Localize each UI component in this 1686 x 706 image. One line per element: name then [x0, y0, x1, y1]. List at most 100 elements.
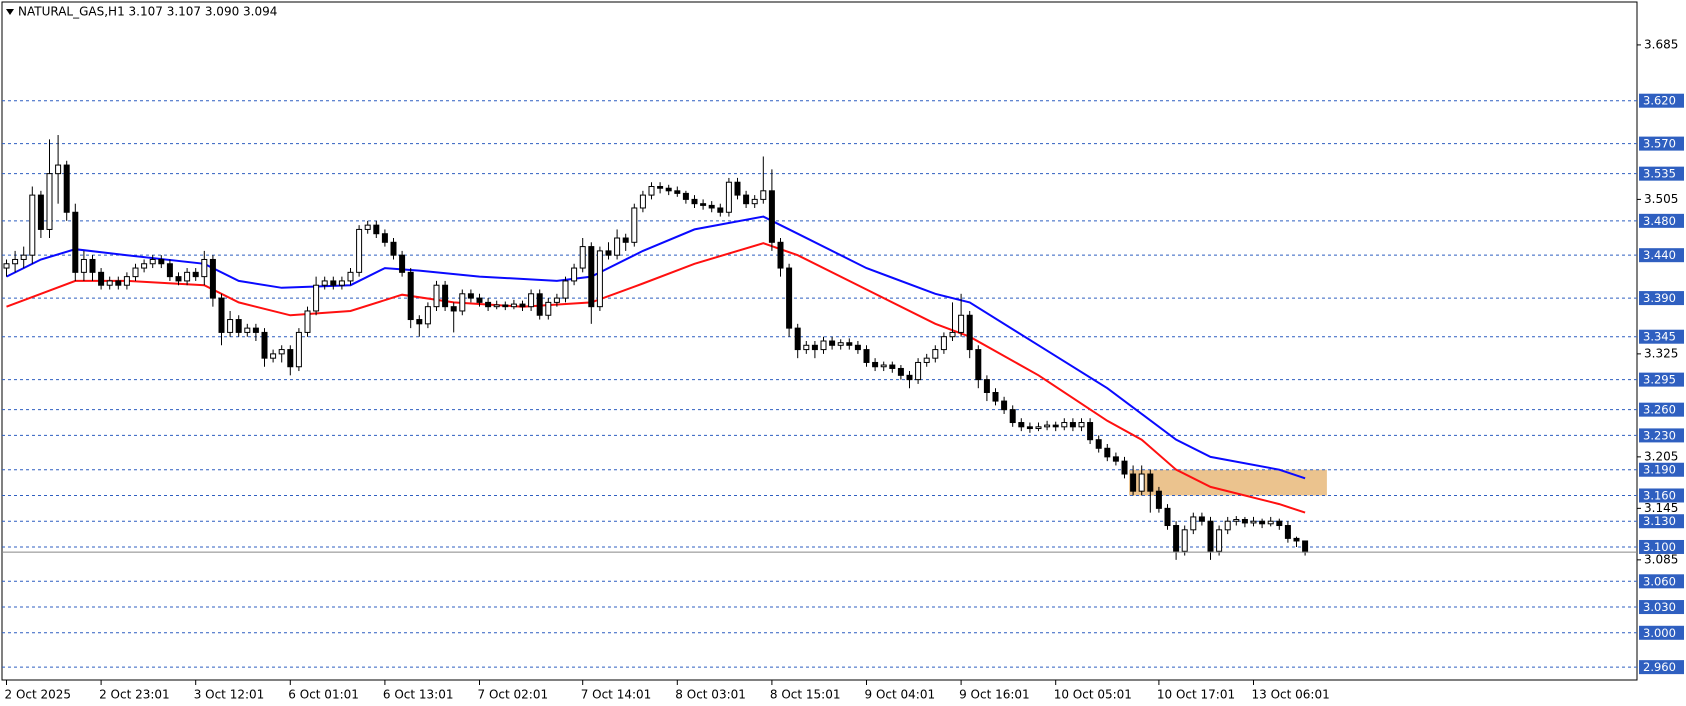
- level-label: 3.345: [1643, 330, 1676, 344]
- candle-body: [450, 306, 457, 312]
- level-label-box: [1639, 291, 1684, 306]
- candle-body: [227, 319, 234, 333]
- candle-body: [897, 367, 904, 376]
- y-tick-label: 3.325: [1644, 346, 1678, 360]
- candle-body: [691, 198, 698, 205]
- candle-body: [700, 203, 707, 206]
- x-tick-label: 7 Oct 02:01: [478, 688, 549, 702]
- candle-body: [1121, 460, 1128, 475]
- candle-body: [1276, 520, 1283, 527]
- y-tick-label: 3.505: [1644, 192, 1678, 206]
- candle-body: [1173, 525, 1180, 552]
- candle-body: [1155, 490, 1162, 509]
- candle-body: [141, 263, 148, 269]
- candle-body: [639, 194, 646, 209]
- candle-body: [1198, 516, 1205, 522]
- candle-body: [1241, 519, 1248, 524]
- candle-body: [1164, 507, 1171, 527]
- level-label-box: [1639, 372, 1684, 387]
- candle-body: [743, 194, 750, 205]
- candle-body: [768, 190, 775, 243]
- candle-body: [571, 267, 578, 282]
- candle-body: [502, 304, 509, 308]
- level-label: 3.440: [1643, 248, 1676, 262]
- candle-body: [433, 284, 440, 308]
- level-label: 3.480: [1643, 214, 1676, 228]
- candle-body: [614, 237, 621, 256]
- candle-body: [1078, 422, 1085, 428]
- candle-body: [467, 293, 474, 299]
- level-label-box: [1639, 166, 1684, 181]
- candle-body: [287, 349, 294, 368]
- level-label-box: [1639, 248, 1684, 263]
- candle-body: [399, 254, 406, 273]
- level-label-box: [1639, 574, 1684, 589]
- candle-body: [476, 297, 483, 303]
- candle-body: [98, 271, 105, 286]
- candle-body: [510, 303, 517, 308]
- y-tick-label: 3.685: [1644, 37, 1678, 51]
- candle-body: [493, 304, 500, 308]
- candle-body: [1216, 529, 1223, 552]
- candle-body: [166, 263, 173, 278]
- candle-body: [270, 353, 277, 359]
- candle-body: [846, 342, 853, 346]
- candle-body: [485, 301, 492, 308]
- candle-body: [244, 327, 251, 333]
- candle-body: [175, 276, 182, 282]
- candle-body: [786, 267, 793, 329]
- candle-body: [863, 349, 870, 363]
- candle-body: [622, 237, 629, 243]
- level-label: 3.130: [1643, 514, 1676, 528]
- candle-body: [605, 250, 612, 256]
- candle-body: [1284, 525, 1291, 539]
- candle-body: [811, 344, 818, 351]
- candle-body: [1061, 422, 1068, 428]
- x-tick-label: 6 Oct 01:01: [288, 688, 359, 702]
- candle-body: [1259, 520, 1266, 525]
- candle-body: [218, 297, 225, 333]
- level-label: 3.000: [1643, 626, 1676, 640]
- candle-body: [725, 181, 732, 213]
- candle-body: [717, 207, 724, 213]
- candle-body: [1009, 409, 1016, 424]
- candle-body: [37, 194, 44, 230]
- candle-body: [321, 280, 328, 286]
- candle-body: [631, 207, 638, 243]
- x-tick-label: 8 Oct 03:01: [675, 688, 746, 702]
- candle-body: [872, 361, 879, 368]
- candle-body: [906, 374, 913, 381]
- level-label-box: [1639, 539, 1684, 554]
- candle-body: [777, 241, 784, 269]
- candle-body: [794, 327, 801, 351]
- candle-body: [536, 293, 543, 316]
- candle-body: [158, 258, 165, 265]
- candle-body: [983, 379, 990, 393]
- candle-body: [338, 280, 345, 286]
- candle-body: [665, 187, 672, 192]
- candle-body: [132, 267, 139, 278]
- chart-title: NATURAL_GAS,H1 3.107 3.107 3.090 3.094: [18, 5, 277, 19]
- menu-arrow[interactable]: [6, 9, 14, 15]
- level-label: 3.570: [1643, 137, 1676, 151]
- candle-body: [149, 258, 156, 265]
- candle-body: [880, 364, 887, 368]
- level-label: 3.160: [1643, 488, 1676, 502]
- candle-body: [708, 204, 715, 209]
- candle-body: [89, 258, 96, 273]
- candle-body: [1224, 520, 1231, 531]
- candle-body: [1181, 529, 1188, 552]
- candle-body: [1233, 519, 1240, 522]
- candle-body: [553, 297, 560, 303]
- x-tick-label: 9 Oct 04:01: [865, 688, 936, 702]
- level-label: 3.620: [1643, 94, 1676, 108]
- level-label: 3.230: [1643, 428, 1676, 442]
- candle-body: [1018, 422, 1025, 428]
- candle-body: [235, 319, 242, 333]
- candle-body: [751, 198, 758, 205]
- candle-body: [940, 336, 947, 351]
- y-tick-label: 3.085: [1644, 552, 1678, 566]
- level-label: 3.295: [1643, 373, 1676, 387]
- candle-body: [1001, 400, 1008, 411]
